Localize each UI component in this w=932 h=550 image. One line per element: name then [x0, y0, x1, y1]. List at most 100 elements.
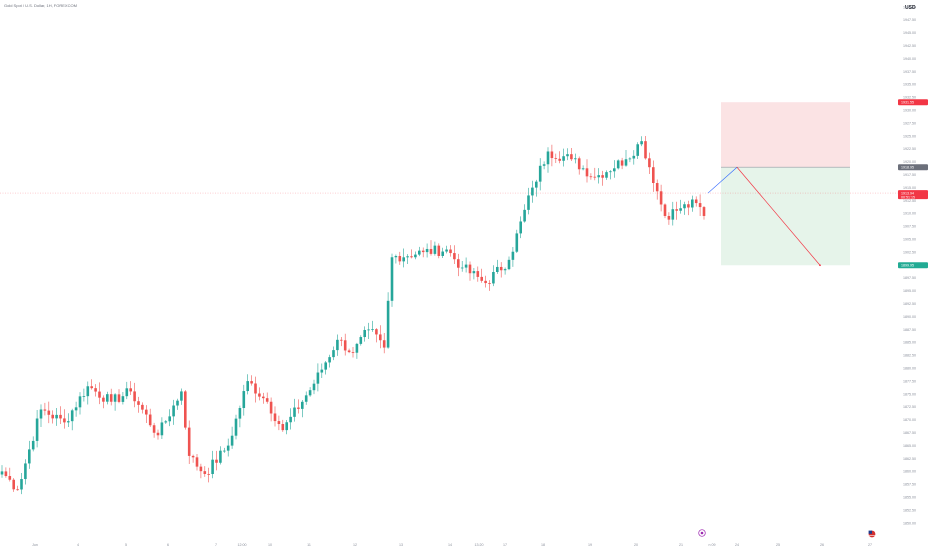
- candle[interactable]: [468, 261, 472, 281]
- candle[interactable]: [382, 333, 386, 354]
- candle[interactable]: [496, 259, 499, 274]
- candle[interactable]: [156, 429, 160, 440]
- candle[interactable]: [418, 246, 421, 257]
- candle[interactable]: [16, 485, 19, 491]
- candle[interactable]: [550, 144, 554, 167]
- candle[interactable]: [581, 165, 585, 171]
- candle[interactable]: [191, 454, 195, 463]
- candle[interactable]: [90, 379, 93, 390]
- candle[interactable]: [667, 212, 671, 225]
- candle[interactable]: [308, 387, 312, 397]
- candle[interactable]: [211, 450, 214, 479]
- candle[interactable]: [129, 381, 132, 395]
- candle[interactable]: [20, 473, 23, 495]
- candle[interactable]: [184, 390, 187, 430]
- candle[interactable]: [355, 342, 359, 359]
- candle[interactable]: [63, 409, 66, 429]
- candle[interactable]: [215, 450, 218, 471]
- candle[interactable]: [613, 160, 616, 178]
- candle[interactable]: [273, 406, 277, 427]
- candle[interactable]: [234, 414, 238, 440]
- candle[interactable]: [472, 267, 476, 280]
- candle[interactable]: [328, 354, 331, 368]
- candle[interactable]: [70, 408, 74, 431]
- candle[interactable]: [148, 408, 152, 427]
- candle[interactable]: [324, 360, 327, 375]
- candle[interactable]: [363, 326, 366, 342]
- candle[interactable]: [223, 447, 226, 453]
- candle[interactable]: [429, 240, 433, 256]
- candle[interactable]: [117, 389, 121, 404]
- candle[interactable]: [187, 420, 191, 464]
- candle[interactable]: [648, 152, 651, 175]
- candle[interactable]: [254, 376, 257, 403]
- candle[interactable]: [226, 438, 230, 457]
- candle[interactable]: [554, 153, 558, 164]
- candle[interactable]: [24, 459, 27, 485]
- candle[interactable]: [488, 280, 491, 291]
- candle[interactable]: [250, 375, 253, 386]
- candle[interactable]: [562, 148, 565, 167]
- candle[interactable]: [535, 179, 538, 197]
- candle[interactable]: [616, 159, 620, 170]
- candle[interactable]: [445, 245, 448, 254]
- candle[interactable]: [39, 404, 43, 428]
- candle[interactable]: [453, 245, 456, 265]
- candle[interactable]: [293, 398, 296, 422]
- candle[interactable]: [347, 348, 351, 354]
- candle[interactable]: [698, 194, 702, 216]
- candle[interactable]: [585, 159, 589, 183]
- candle[interactable]: [297, 399, 300, 414]
- candle[interactable]: [628, 157, 632, 163]
- candle[interactable]: [499, 262, 503, 278]
- candle[interactable]: [659, 184, 663, 212]
- candle[interactable]: [160, 417, 164, 440]
- candle[interactable]: [379, 325, 382, 349]
- candle[interactable]: [320, 363, 324, 379]
- candle[interactable]: [31, 436, 35, 452]
- candle[interactable]: [133, 382, 136, 408]
- candle[interactable]: [449, 245, 452, 257]
- candle[interactable]: [507, 256, 511, 271]
- candle[interactable]: [277, 415, 281, 431]
- candle[interactable]: [644, 136, 647, 160]
- candle[interactable]: [620, 157, 624, 170]
- candle[interactable]: [441, 247, 444, 258]
- candle[interactable]: [640, 136, 643, 147]
- candle[interactable]: [406, 254, 409, 264]
- candle[interactable]: [43, 402, 47, 416]
- candle[interactable]: [125, 381, 129, 400]
- candle[interactable]: [503, 267, 507, 275]
- candle[interactable]: [589, 173, 593, 180]
- candle[interactable]: [515, 229, 519, 253]
- candle[interactable]: [527, 187, 530, 215]
- candle[interactable]: [242, 384, 246, 416]
- candle[interactable]: [577, 156, 581, 175]
- candle[interactable]: [164, 420, 168, 424]
- candle[interactable]: [425, 243, 429, 258]
- candle[interactable]: [301, 400, 304, 418]
- candle[interactable]: [351, 347, 355, 358]
- candle[interactable]: [102, 395, 105, 409]
- candle[interactable]: [332, 346, 335, 361]
- candle[interactable]: [558, 151, 561, 164]
- candle[interactable]: [12, 478, 15, 492]
- candle[interactable]: [141, 402, 144, 414]
- candle[interactable]: [312, 379, 316, 395]
- candle[interactable]: [492, 265, 495, 287]
- candle[interactable]: [113, 393, 117, 411]
- candle[interactable]: [281, 419, 285, 432]
- candle[interactable]: [4, 467, 8, 478]
- candle[interactable]: [464, 257, 468, 273]
- candle[interactable]: [476, 266, 480, 282]
- candle[interactable]: [531, 180, 534, 203]
- candle[interactable]: [265, 392, 269, 404]
- candle[interactable]: [437, 243, 441, 259]
- candle[interactable]: [402, 248, 405, 268]
- candle[interactable]: [199, 463, 203, 479]
- candle[interactable]: [601, 170, 604, 186]
- candle[interactable]: [566, 148, 569, 161]
- candle[interactable]: [484, 275, 487, 288]
- candle[interactable]: [679, 199, 682, 214]
- candle[interactable]: [316, 363, 320, 392]
